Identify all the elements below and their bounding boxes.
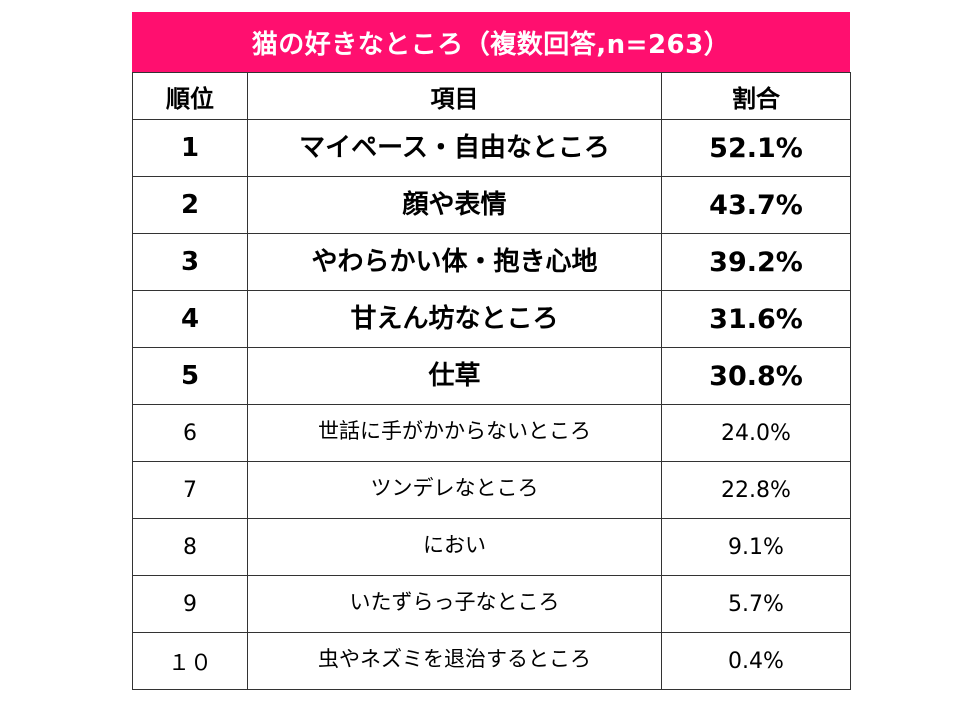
item-cell: マイペース・自由なところ <box>247 119 662 177</box>
item-cell: 虫やネズミを退治するところ <box>247 632 662 690</box>
rank-cell: １０ <box>132 632 248 690</box>
table-row: 6 世話に手がかからないところ 24.0% <box>132 404 851 462</box>
rank-cell: 5 <box>132 347 248 405</box>
header-item: 項目 <box>247 72 662 120</box>
rank-cell: 4 <box>132 290 248 348</box>
table-row: 5 仕草 30.8% <box>132 347 851 405</box>
table-row: 1 マイペース・自由なところ 52.1% <box>132 119 851 177</box>
rank-cell: 2 <box>132 176 248 234</box>
percent-cell: 43.7% <box>661 176 851 234</box>
table-row: 4 甘えん坊なところ 31.6% <box>132 290 851 348</box>
item-cell: やわらかい体・抱き心地 <box>247 233 662 291</box>
table-row: 2 顔や表情 43.7% <box>132 176 851 234</box>
table-row: 3 やわらかい体・抱き心地 39.2% <box>132 233 851 291</box>
table-row: １０ 虫やネズミを退治するところ 0.4% <box>132 632 851 690</box>
item-cell: いたずらっ子なところ <box>247 575 662 633</box>
percent-cell: 39.2% <box>661 233 851 291</box>
percent-cell: 24.0% <box>661 404 851 462</box>
percent-cell: 30.8% <box>661 347 851 405</box>
table-row: 7 ツンデレなところ 22.8% <box>132 461 851 519</box>
percent-cell: 5.7% <box>661 575 851 633</box>
item-cell: におい <box>247 518 662 576</box>
percent-cell: 52.1% <box>661 119 851 177</box>
percent-cell: 31.6% <box>661 290 851 348</box>
header-rank: 順位 <box>132 72 248 120</box>
percent-cell: 0.4% <box>661 632 851 690</box>
table-row: 8 におい 9.1% <box>132 518 851 576</box>
table-row: 9 いたずらっ子なところ 5.7% <box>132 575 851 633</box>
item-cell: 甘えん坊なところ <box>247 290 662 348</box>
rank-cell: 1 <box>132 119 248 177</box>
rank-cell: 6 <box>132 404 248 462</box>
header-percent: 割合 <box>661 72 851 120</box>
item-cell: 顔や表情 <box>247 176 662 234</box>
item-cell: 仕草 <box>247 347 662 405</box>
header-row: 順位 項目 割合 <box>132 72 851 120</box>
rank-cell: 8 <box>132 518 248 576</box>
rank-cell: 9 <box>132 575 248 633</box>
ranking-table: 順位 項目 割合 1 マイペース・自由なところ 52.1% 2 顔や表情 43.… <box>132 72 851 690</box>
table-title: 猫の好きなところ（複数回答,n=263） <box>132 12 850 72</box>
percent-cell: 22.8% <box>661 461 851 519</box>
rank-cell: 7 <box>132 461 248 519</box>
ranking-table-container: 猫の好きなところ（複数回答,n=263） 順位 項目 割合 1 マイペース・自由… <box>132 12 851 690</box>
percent-cell: 9.1% <box>661 518 851 576</box>
rank-cell: 3 <box>132 233 248 291</box>
item-cell: ツンデレなところ <box>247 461 662 519</box>
item-cell: 世話に手がかからないところ <box>247 404 662 462</box>
